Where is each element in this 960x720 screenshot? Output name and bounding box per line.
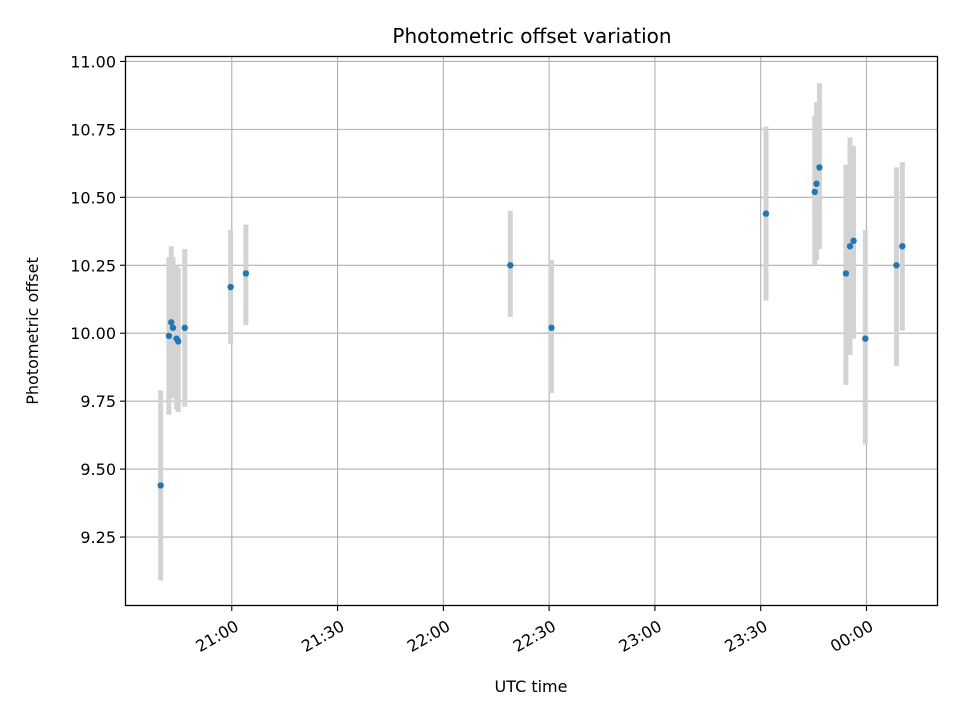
data-point (169, 324, 177, 331)
y-tick-label: 10.25 (70, 256, 116, 275)
data-point (850, 237, 857, 245)
data-point (175, 338, 182, 345)
y-tick-label: 10.00 (70, 324, 116, 343)
data-point (846, 243, 854, 250)
data-point (899, 243, 906, 250)
data-point (816, 164, 823, 171)
y-tick-label: 10.75 (70, 120, 116, 139)
y-tick-label: 9.25 (80, 528, 116, 547)
data-point (862, 335, 869, 342)
data-point (893, 262, 900, 269)
y-tick-label: 11.00 (70, 52, 116, 71)
data-point (242, 270, 250, 277)
plot-area-frame (124, 55, 939, 607)
data-point (762, 210, 770, 217)
data-point (157, 482, 164, 489)
y-axis: 9.25 9.50 9.75 10.00 10.25 10.50 10.75 11.00 (70, 52, 126, 547)
y-tick-label: 10.50 (70, 188, 116, 207)
x-axis-label: UTC time (495, 677, 568, 696)
y-tick-label: 9.50 (80, 460, 116, 479)
data-point (548, 324, 555, 331)
y-axis-label: Photometric offset (23, 257, 42, 405)
data-point (165, 332, 173, 340)
data-point (507, 262, 514, 269)
chart-title: Photometric offset variation (392, 24, 671, 48)
data-point (842, 270, 850, 277)
y-tick-label: 9.75 (80, 392, 116, 411)
data-point (227, 283, 234, 291)
data-point (168, 319, 175, 326)
data-points (157, 164, 906, 489)
data-point (181, 324, 188, 331)
data-point (811, 188, 818, 196)
data-point (813, 180, 820, 187)
